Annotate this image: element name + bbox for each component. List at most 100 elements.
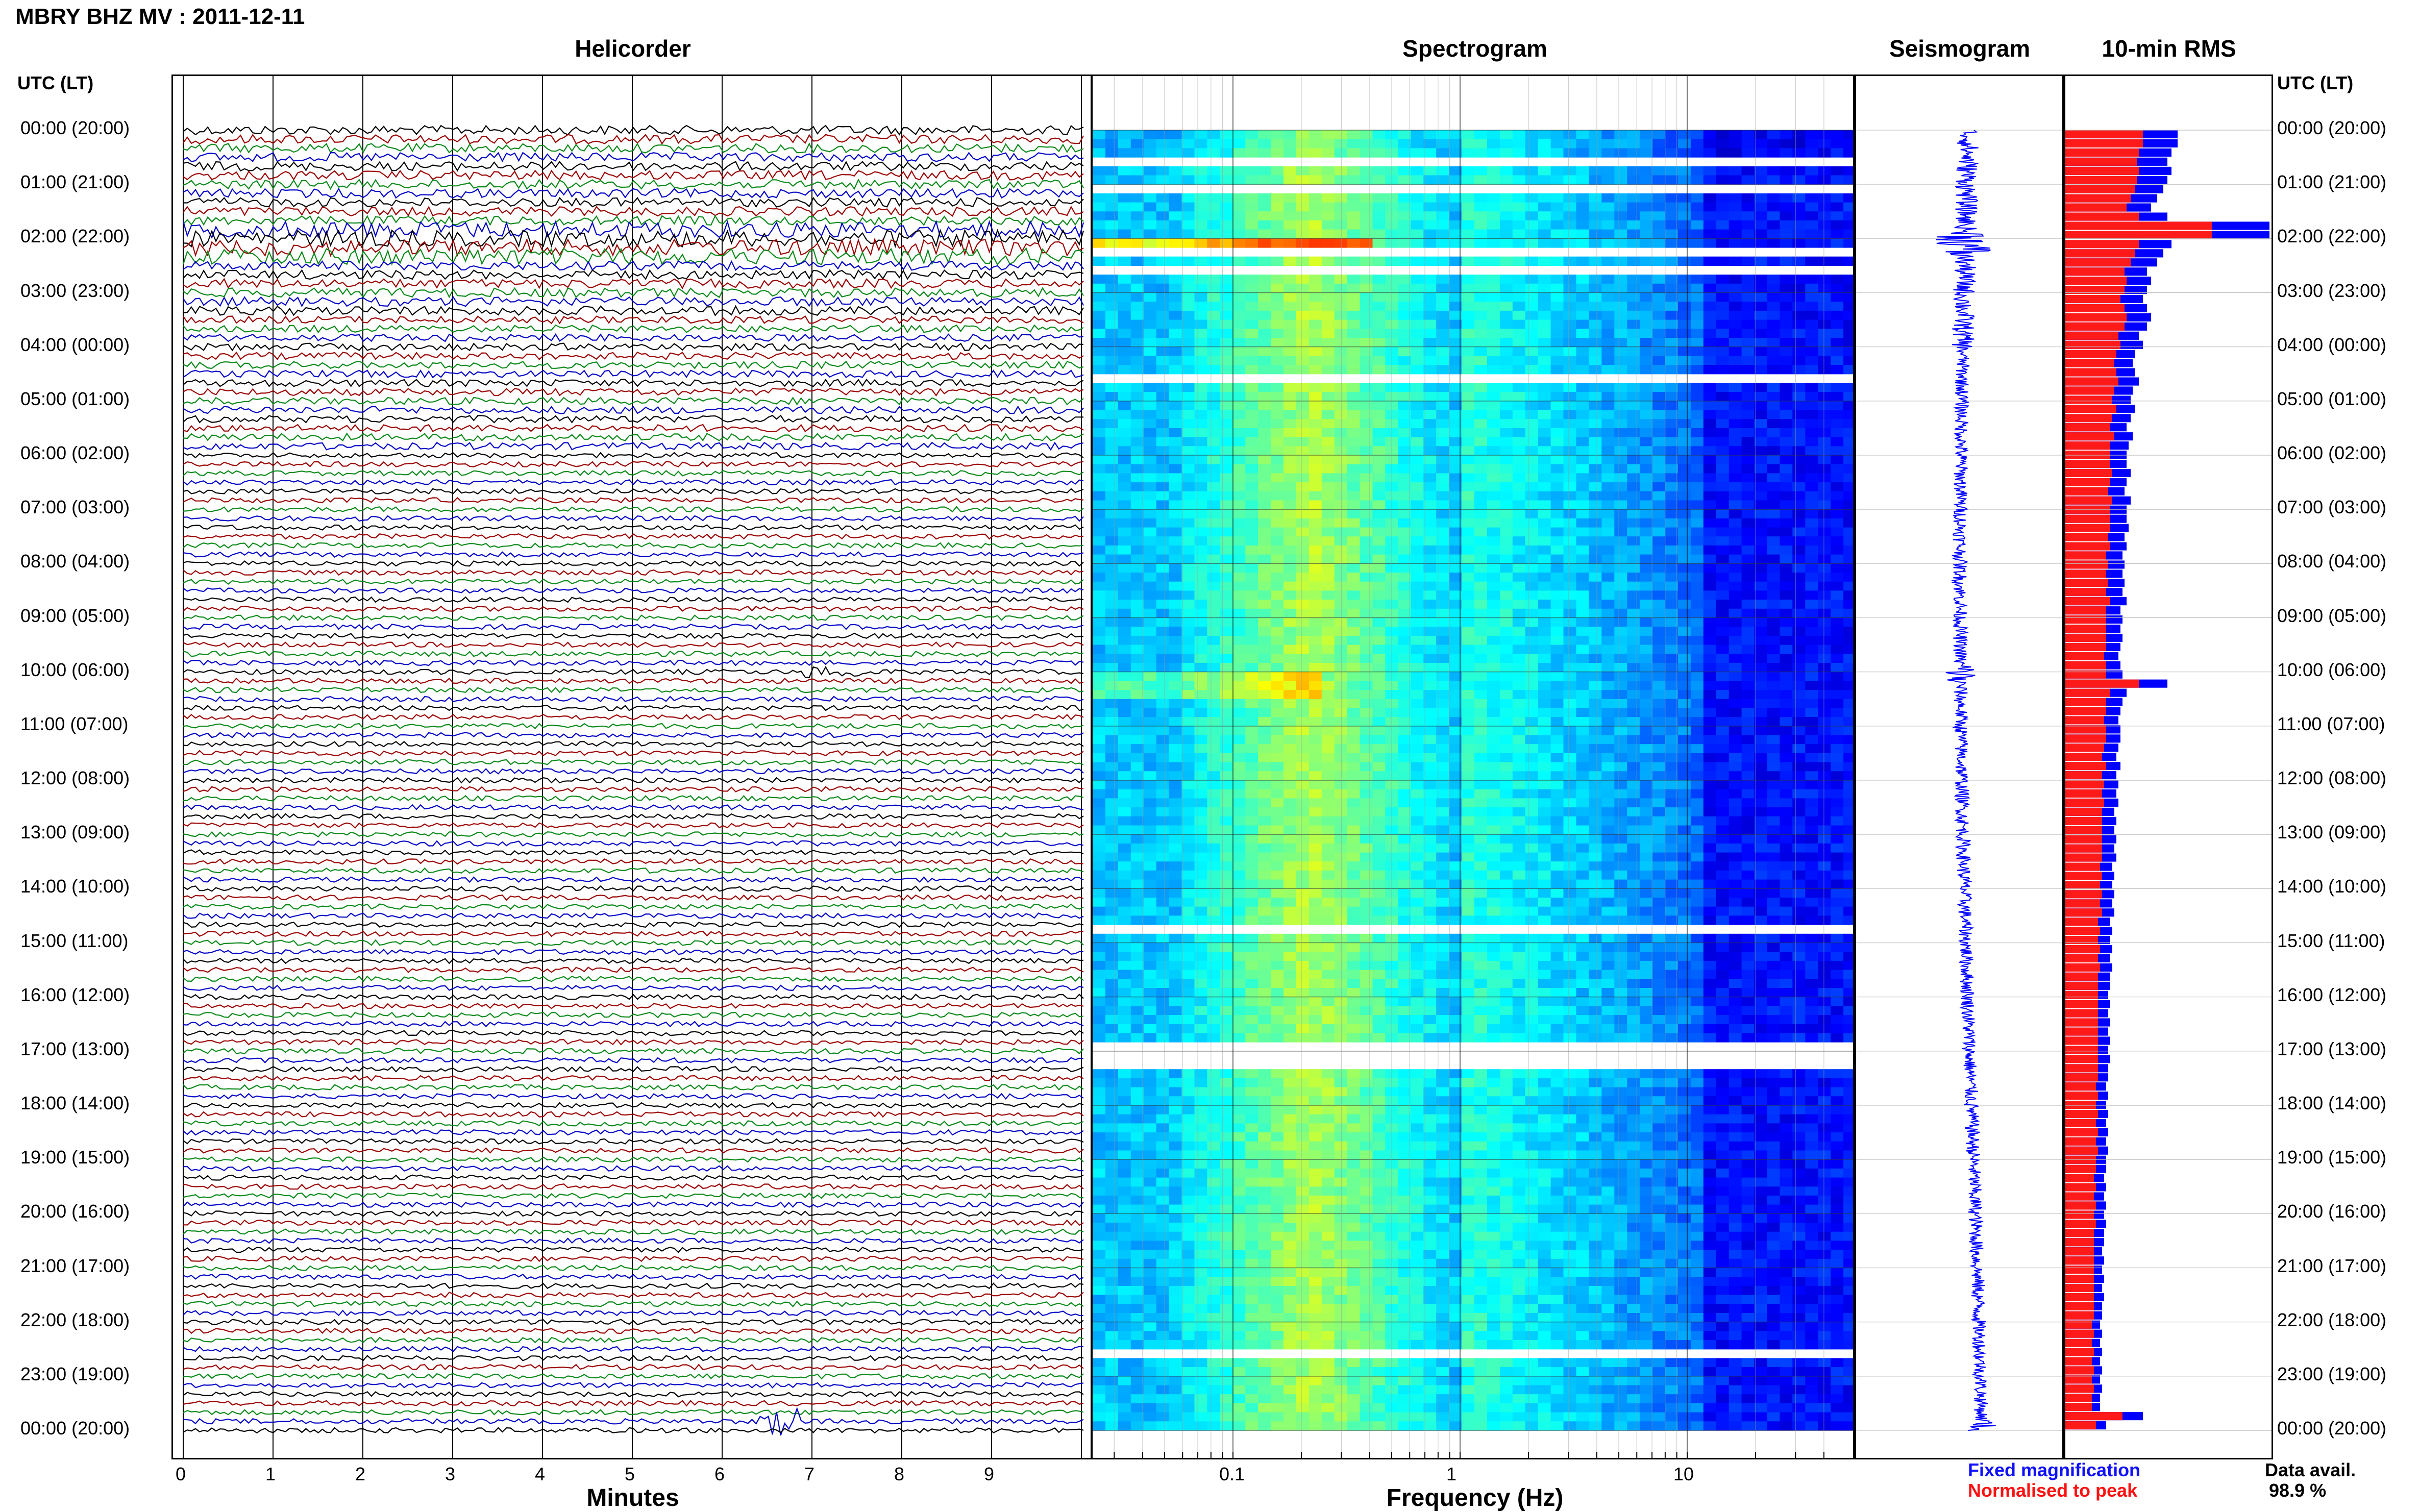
spectrogram-cell	[1627, 645, 1640, 654]
spectrogram-cell	[1589, 735, 1602, 745]
spectrogram-cell	[1589, 600, 1602, 609]
spectrogram-cell	[1360, 888, 1373, 898]
spectrogram-cell	[1207, 211, 1220, 221]
spectrogram-cell	[1449, 581, 1462, 591]
spectrogram-cell	[1665, 491, 1679, 501]
spectrogram-cell	[1309, 283, 1322, 293]
spectrogram-cell	[1207, 545, 1220, 555]
spectrogram-cell	[1818, 600, 1831, 609]
spectrogram-cell	[1474, 879, 1488, 889]
spectrogram-cell	[1474, 843, 1488, 853]
spectrogram-cell	[1169, 437, 1182, 447]
spectrogram-cell	[1130, 590, 1144, 600]
spectrogram-cell	[1563, 789, 1576, 799]
spectrogram-cell	[1614, 410, 1627, 419]
spectrogram-cell	[1449, 139, 1462, 148]
spectrogram-cell	[1169, 500, 1182, 510]
spectrogram-cell	[1741, 789, 1755, 799]
spectrogram-cell	[1156, 130, 1170, 140]
spectrogram-cell	[1360, 807, 1373, 817]
spectrogram-cell	[1436, 202, 1449, 212]
spectrogram-cell	[1156, 663, 1170, 673]
spectrogram-cell	[1499, 365, 1513, 375]
spectrogram-cell	[1143, 428, 1157, 438]
spectrogram-cell	[1767, 843, 1780, 853]
spectrogram-cell	[1296, 238, 1310, 248]
spectrogram-cell	[1792, 834, 1806, 844]
spectrogram-cell	[1818, 627, 1831, 636]
spectrogram-cell	[1398, 789, 1411, 799]
spectrogram-cell	[1474, 654, 1488, 663]
spectrogram-cell	[1525, 302, 1539, 311]
spectrogram-cell	[1780, 654, 1793, 663]
spectrogram-cell	[1296, 753, 1310, 763]
spectrogram-cell	[1690, 861, 1704, 871]
spectrogram-cell	[1703, 681, 1717, 690]
spectrogram-cell	[1831, 527, 1844, 537]
spectrogram-cell	[1436, 726, 1449, 736]
spectrogram-cell	[1143, 130, 1157, 140]
spectrogram-cell	[1601, 635, 1615, 646]
spectrogram-cell	[1245, 816, 1258, 826]
helicorder-trace	[183, 1327, 1084, 1334]
spectrogram-cell	[1130, 220, 1144, 230]
spectrogram-cell	[1271, 554, 1284, 564]
spectrogram-cell	[1550, 681, 1564, 690]
spectrogram-cell	[1576, 410, 1589, 419]
spectrogram-cell	[1767, 229, 1780, 239]
spectrogram-cell	[1232, 310, 1246, 320]
spectrogram-cell	[1703, 410, 1717, 419]
spectrogram-cell	[1169, 545, 1182, 555]
spectrogram-cell	[1716, 573, 1730, 582]
spectrogram-cell	[1271, 455, 1284, 465]
spectrogram-cell	[1321, 852, 1335, 862]
spectrogram-cell	[1729, 581, 1742, 591]
spectrogram-cell	[1207, 256, 1220, 266]
spectrogram-cell	[1601, 356, 1615, 365]
spectrogram-cell	[1462, 509, 1475, 519]
spectrogram-cell	[1818, 166, 1831, 176]
spectrogram-cell	[1449, 220, 1462, 230]
spectrogram-cell	[1805, 843, 1818, 853]
spectrogram-cell	[1220, 401, 1233, 411]
spectrogram-cell	[1207, 292, 1220, 302]
spectrogram-cell	[1156, 346, 1170, 356]
spectrogram-cell	[1550, 744, 1564, 754]
spectrogram-cell	[1245, 419, 1258, 429]
spectrogram-cell	[1296, 283, 1310, 293]
rms-title: 10-min RMS	[2102, 35, 2236, 62]
spectrogram-cell	[1627, 527, 1640, 537]
spectrogram-cell	[1818, 139, 1831, 148]
spectrogram-cell	[1398, 310, 1411, 320]
spectrogram-cell	[1347, 410, 1361, 419]
spectrogram-cell	[1792, 482, 1806, 492]
spectrogram-cell	[1741, 292, 1755, 302]
spectrogram-cell	[1754, 635, 1767, 646]
spectrogram-cell	[1156, 563, 1170, 573]
spectrogram-cell	[1677, 166, 1691, 176]
spectrogram-cell	[1589, 816, 1602, 826]
spectrogram-cell	[1818, 789, 1831, 799]
spectrogram-cell	[1831, 455, 1844, 465]
spectrogram-cell	[1563, 600, 1576, 609]
spectrogram-cell	[1792, 175, 1806, 185]
spectrogram-cell	[1729, 437, 1742, 447]
helicorder-trace	[183, 1300, 1084, 1307]
spectrogram-cell	[1563, 663, 1576, 673]
spectrogram-cell	[1245, 130, 1258, 140]
spectrogram-cell	[1487, 500, 1500, 510]
spectrogram-cell	[1741, 419, 1755, 429]
spectrogram-cell	[1563, 464, 1576, 474]
spectrogram-cell	[1309, 563, 1322, 573]
spectrogram-cell	[1245, 554, 1258, 564]
spectrogram-cell	[1296, 870, 1310, 880]
spectrogram-cell	[1601, 346, 1615, 356]
spectrogram-cell	[1640, 654, 1653, 663]
spectrogram-cell	[1792, 699, 1806, 709]
spectrogram-cell	[1372, 834, 1386, 844]
spectrogram-cell	[1729, 464, 1742, 474]
spectrogram-cell	[1792, 419, 1806, 429]
spectrogram-cell	[1309, 627, 1322, 636]
spectrogram-cell	[1614, 573, 1627, 582]
spectrogram-cell	[1258, 672, 1271, 681]
